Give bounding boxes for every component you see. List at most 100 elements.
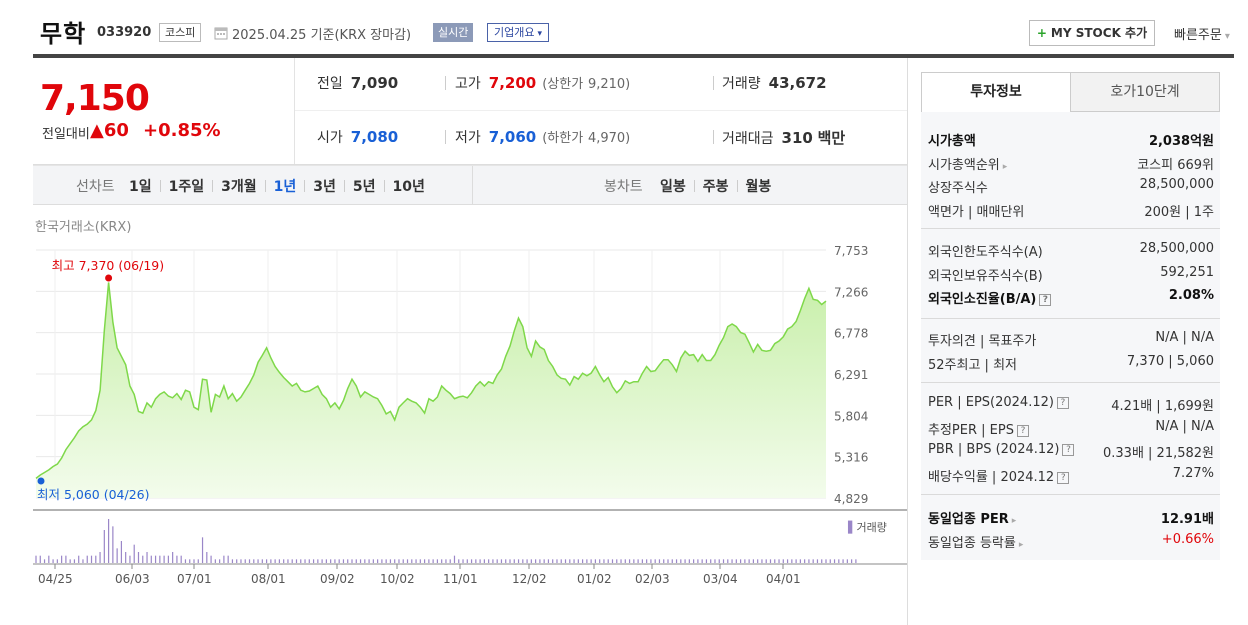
volume-bar xyxy=(791,559,793,563)
volume-bar xyxy=(475,559,477,563)
info-row[interactable]: 동일업종 PER ▸ 12.91배 xyxy=(928,508,1214,530)
volume-bar xyxy=(334,559,336,563)
volume-bar xyxy=(146,552,148,563)
volume-bar xyxy=(86,555,88,563)
tab-3m[interactable]: 3개월 xyxy=(221,179,257,195)
help-icon[interactable]: ? xyxy=(1039,294,1052,306)
volume-bar xyxy=(769,559,772,563)
tab-investment-info[interactable]: 투자정보 xyxy=(921,72,1071,112)
volume-bar xyxy=(710,559,712,563)
my-stock-label: MY STOCK 추가 xyxy=(1050,26,1148,40)
volume-bar xyxy=(257,559,259,563)
volume-bar xyxy=(684,559,686,563)
volume-bar xyxy=(778,559,780,563)
volume-bar xyxy=(394,559,396,563)
help-icon[interactable]: ? xyxy=(1062,444,1075,456)
tab-1y[interactable]: 1년 xyxy=(273,179,297,195)
volume-bar xyxy=(483,559,485,563)
volume-bar xyxy=(667,559,669,563)
info-key-text: 추정PER | EPS xyxy=(928,422,1014,438)
info-key: PER | EPS(2024.12)? xyxy=(928,395,1069,410)
volume-bar xyxy=(458,559,460,563)
volume-bar xyxy=(317,559,319,563)
volume-bar xyxy=(236,559,238,563)
plus-icon: + xyxy=(1036,26,1047,40)
info-key-text: 동일업종 PER xyxy=(928,512,1009,527)
info-row: 추정PER | EPS? N/A | N/A xyxy=(928,419,1214,441)
volume-bar xyxy=(65,555,67,563)
volume-bar xyxy=(735,559,737,563)
info-value: 28,500,000 xyxy=(1139,177,1214,192)
tab-daily[interactable]: 일봉 xyxy=(660,179,686,195)
stat-low: 저가 7,060 (하한가 4,970) xyxy=(455,128,631,146)
volume-bar xyxy=(52,559,54,563)
volume-bar xyxy=(261,559,263,563)
info-key-text: 시가총액순위 xyxy=(928,157,1000,173)
investment-info-panel xyxy=(921,112,1220,560)
info-key-text: 액면가 | 매매단위 xyxy=(928,204,1025,220)
x-tick-label: 01/02 xyxy=(577,572,612,586)
tab-3y[interactable]: 3년 xyxy=(313,179,336,195)
volume-bar xyxy=(389,559,392,563)
volume-bar xyxy=(368,559,370,563)
price-diff: ▲60 xyxy=(90,120,129,141)
info-row[interactable]: 시가총액순위 ▸ 코스피 669위 xyxy=(928,154,1214,176)
info-key-text: 외국인보유주식수(B) xyxy=(928,268,1043,284)
quick-order-menu[interactable]: 빠른주문 ▾ xyxy=(1174,24,1230,43)
up-triangle-icon: ▲ xyxy=(90,120,104,141)
tab-monthly[interactable]: 월봉 xyxy=(745,179,772,195)
volume-bar xyxy=(637,559,639,563)
info-key-text: 동일업종 등락률 xyxy=(928,535,1016,551)
info-row: 배당수익률 | 2024.12? 7.27% xyxy=(928,466,1214,488)
volume-bar xyxy=(646,559,648,563)
volume-bar xyxy=(765,559,767,563)
volume-bar xyxy=(312,559,315,563)
info-row[interactable]: 동일업종 등락률 ▸ +0.66% xyxy=(928,532,1214,554)
info-key: 시가총액 xyxy=(928,130,976,149)
info-key: 동일업종 등락률 ▸ xyxy=(928,532,1023,551)
stat-volume: 거래량 43,672 xyxy=(722,74,827,92)
volume-bar xyxy=(428,559,430,563)
info-value: 200원 | 1주 xyxy=(1144,204,1214,220)
volume-bar xyxy=(812,559,814,563)
volume-bar xyxy=(641,559,643,563)
low-marker xyxy=(37,477,45,485)
volume-bar xyxy=(137,552,140,563)
volume-bar xyxy=(453,555,456,563)
volume-bar xyxy=(133,544,135,563)
company-overview-dropdown[interactable]: 기업개요 ▾ xyxy=(487,23,550,42)
realtime-button[interactable]: 실시간 xyxy=(433,23,474,42)
header-divider xyxy=(33,54,1234,58)
info-value: 7,370 | 5,060 xyxy=(1126,353,1214,369)
divider xyxy=(343,180,345,192)
line-period-tabs: 1일 1주일 3개월 1년 3년 5년 10년 xyxy=(129,176,425,196)
volume-bar xyxy=(103,530,105,563)
my-stock-add-button[interactable]: + MY STOCK 추가 xyxy=(1029,20,1155,46)
volume-bar xyxy=(462,559,464,563)
volume-bar xyxy=(398,559,400,563)
help-icon[interactable]: ? xyxy=(1057,471,1070,484)
info-key: 액면가 | 매매단위 xyxy=(928,201,1024,220)
info-value: N/A | N/A xyxy=(1155,418,1214,434)
high-marker xyxy=(105,274,113,282)
volume-bar xyxy=(774,559,776,563)
volume-bar xyxy=(654,559,656,563)
volume-bar xyxy=(295,559,298,563)
volume-bar xyxy=(757,559,759,563)
help-icon[interactable]: ? xyxy=(1056,397,1069,409)
volume-bar xyxy=(116,548,118,563)
tab-10y[interactable]: 10년 xyxy=(392,179,425,195)
tab-5y[interactable]: 5년 xyxy=(352,179,376,195)
volume-bar xyxy=(449,559,451,563)
tab-1d[interactable]: 1일 xyxy=(129,179,152,195)
tab-1w[interactable]: 1주일 xyxy=(168,179,205,195)
x-tick-label: 02/03 xyxy=(635,572,670,586)
volume-bar xyxy=(594,559,597,563)
tab-quote-10[interactable]: 호가10단계 xyxy=(1070,72,1220,112)
info-key: 투자의견 | 목표주가 xyxy=(928,330,1036,349)
help-icon[interactable]: ? xyxy=(1016,424,1029,437)
volume-bar xyxy=(804,559,806,563)
volume-bar xyxy=(829,559,831,563)
volume-bar xyxy=(799,559,801,563)
tab-weekly[interactable]: 주봉 xyxy=(702,179,729,195)
